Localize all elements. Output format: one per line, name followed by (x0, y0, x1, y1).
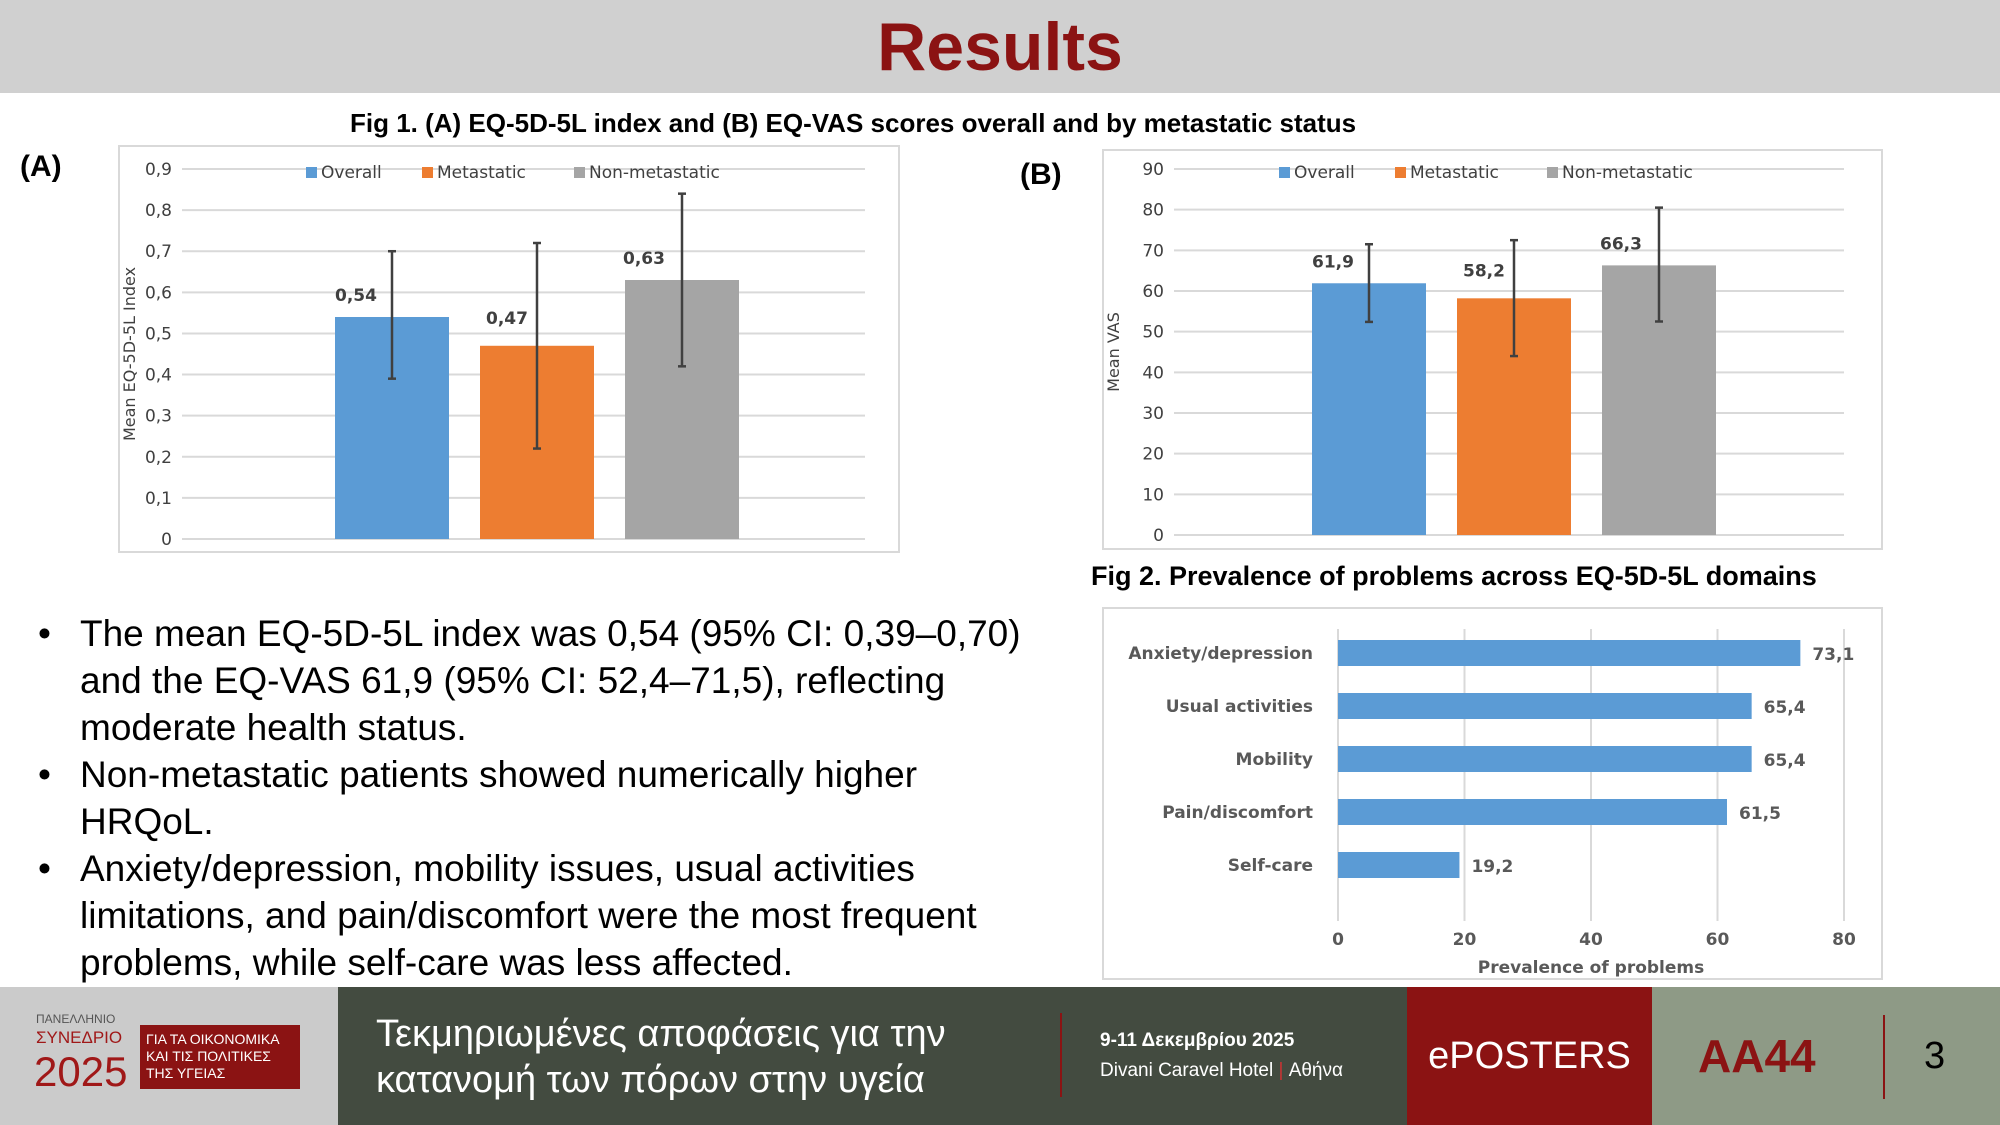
x-tick-label: 40 (1579, 930, 1603, 950)
bar (1338, 640, 1801, 666)
y-tick-label: 0,5 (145, 324, 172, 344)
x-tick-label: 60 (1706, 930, 1730, 950)
y-tick-label: 0,7 (145, 242, 172, 262)
page-number: 3 (1924, 1035, 1946, 1077)
fig2-title: Fig 2. Prevalence of problems across EQ-… (1091, 561, 1817, 591)
chart-eq-vas: 0 10 20 30 40 50 60 70 80 90 Mean VAS Overall Metast… (1102, 149, 1883, 550)
y-tick-label: 0,3 (145, 407, 172, 427)
fig1-title: Fig 1. (A) EQ-5D-5L index and (B) EQ-VAS… (350, 108, 1357, 138)
divider (1883, 1015, 1885, 1099)
y-tick-label: 0 (161, 530, 172, 550)
y-tick-label: 0,8 (145, 201, 172, 221)
data-label: 61,5 (1739, 804, 1781, 824)
venue: Divani Caravel Hotel (1100, 1060, 1274, 1081)
y-tick-label: 0,6 (145, 283, 172, 303)
slogan-line: Τεκμηριωμένες αποφάσεις για την (376, 1013, 946, 1055)
y-tick-label: 20 (1142, 445, 1164, 465)
legend-swatch (422, 167, 433, 178)
y-tick-label: 40 (1142, 363, 1164, 383)
y-tick-label: 0,1 (145, 489, 172, 509)
y-axis-label: Mean VAS (1104, 312, 1123, 392)
bullet-item: Non-metastatic patients showed numerical… (38, 751, 1038, 845)
footer-slogan-area: Τεκμηριωμένες αποφάσεις για την κατανομή… (338, 987, 1407, 1125)
x-axis-label: Prevalence of problems (1478, 958, 1705, 978)
findings-list: The mean EQ-5D-5L index was 0,54 (95% CI… (38, 610, 1038, 986)
chart-domain-prevalence: 0 20 40 60 80 Prevalence of problems Anxiety/d… (1102, 607, 1883, 980)
category-label: Self-care (1228, 856, 1313, 876)
y-tick-label: 70 (1142, 241, 1164, 261)
x-tick-label: 0 (1332, 930, 1344, 950)
y-tick-label: 0,2 (145, 448, 172, 468)
page-title: Results (877, 9, 1123, 85)
y-tick-label: 0,4 (145, 366, 172, 386)
logo-text: ΓΙΑ ΤΑ ΟΙΚΟΝΟΜΙΚΑ (146, 1031, 280, 1047)
y-tick-label: 80 (1142, 201, 1164, 221)
chart-eq5d-index: 0 0,1 0,2 0,3 0,4 0,5 0,6 0,7 0,8 0,9 Mean EQ-5D-5… (118, 145, 900, 553)
bar (1338, 693, 1752, 719)
divider (1060, 1013, 1062, 1097)
footer: ΠΑΝΕΛΛΗΝΙΟ ΣΥΝΕΔΡΙΟ 2025 ΓΙΑ ΤΑ ΟΙΚΟΝΟΜΙ… (0, 987, 2000, 1125)
slogan: Τεκμηριωμένες αποφάσεις για την κατανομή… (376, 1011, 946, 1103)
data-label: 0,54 (335, 286, 377, 306)
bar (1338, 799, 1727, 825)
legend-swatch (1547, 167, 1558, 178)
logo-text: ΚΑΙ ΤΙΣ ΠΟΛΙΤΙΚΕΣ (146, 1048, 271, 1064)
data-label: 19,2 (1471, 857, 1513, 877)
legend-swatch (1279, 167, 1290, 178)
y-tick-label: 90 (1142, 160, 1164, 180)
data-label: 61,9 (1312, 252, 1354, 272)
legend-label: Overall (321, 163, 382, 183)
y-tick-label: 60 (1142, 282, 1164, 302)
event-venue: Divani Caravel Hotel | Αθήνα (1100, 1060, 1343, 1081)
logo-text: ΤΗΣ ΥΓΕΙΑΣ (146, 1065, 226, 1081)
bar (1338, 746, 1752, 772)
category-label: Anxiety/depression (1128, 644, 1313, 664)
header-bar (0, 0, 2000, 93)
data-label: 0,63 (623, 249, 665, 269)
legend-swatch (1395, 167, 1406, 178)
logo-text: ΣΥΝΕΔΡΙΟ (36, 1028, 123, 1047)
data-label: 66,3 (1600, 234, 1642, 254)
y-tick-label: 50 (1142, 323, 1164, 343)
legend-label: Metastatic (437, 163, 526, 183)
poster-code: AA44 (1698, 1030, 1816, 1082)
data-label: 65,4 (1764, 751, 1806, 771)
bar (1312, 283, 1426, 535)
legend-label: Non-metastatic (589, 163, 720, 183)
event-date: 9-11 Δεκεμβρίου 2025 (1100, 1030, 1295, 1051)
y-tick-label: 10 (1142, 485, 1164, 505)
data-label: 73,1 (1812, 645, 1854, 665)
panel-b-label: (B) (1020, 158, 1062, 191)
bar (1338, 852, 1460, 878)
legend-swatch (306, 167, 317, 178)
slogan-line: κατανομή των πόρων στην υγεία (376, 1059, 925, 1101)
y-tick-label: 0,9 (145, 160, 172, 180)
category-label: Usual activities (1166, 697, 1313, 717)
data-label: 0,47 (486, 309, 528, 329)
legend-label: Non-metastatic (1562, 163, 1693, 183)
conference-logo: ΠΑΝΕΛΛΗΝΙΟ ΣΥΝΕΔΡΙΟ 2025 ΓΙΑ ΤΑ ΟΙΚΟΝΟΜΙ… (0, 987, 338, 1125)
eposters-label: ePOSTERS (1428, 1035, 1631, 1077)
y-axis-label: Mean EQ-5D-5L Index (120, 267, 139, 441)
city: Αθήνα (1288, 1060, 1343, 1081)
y-tick-label: 0 (1153, 526, 1164, 546)
x-tick-label: 20 (1453, 930, 1477, 950)
bullet-item: Anxiety/depression, mobility issues, usu… (38, 845, 1038, 986)
eposters-badge: ePOSTERS (1407, 987, 1652, 1125)
legend-label: Metastatic (1410, 163, 1499, 183)
data-label: 65,4 (1764, 698, 1806, 718)
logo-text: ΠΑΝΕΛΛΗΝΙΟ (36, 1012, 116, 1026)
y-tick-label: 30 (1142, 404, 1164, 424)
poster-code-area: AA44 3 (1652, 987, 2000, 1125)
legend-label: Overall (1294, 163, 1355, 183)
x-tick-label: 80 (1832, 930, 1856, 950)
logo-box: ΓΙΑ ΤΑ ΟΙΚΟΝΟΜΙΚΑ ΚΑΙ ΤΙΣ ΠΟΛΙΤΙΚΕΣ ΤΗΣ … (140, 1025, 300, 1089)
logo-year: 2025 (34, 1048, 128, 1095)
category-label: Pain/discomfort (1162, 803, 1313, 823)
data-label: 58,2 (1463, 261, 1505, 281)
category-label: Mobility (1236, 750, 1313, 770)
panel-a-label: (A) (20, 150, 62, 183)
legend-swatch (574, 167, 585, 178)
bullet-item: The mean EQ-5D-5L index was 0,54 (95% CI… (38, 610, 1038, 751)
